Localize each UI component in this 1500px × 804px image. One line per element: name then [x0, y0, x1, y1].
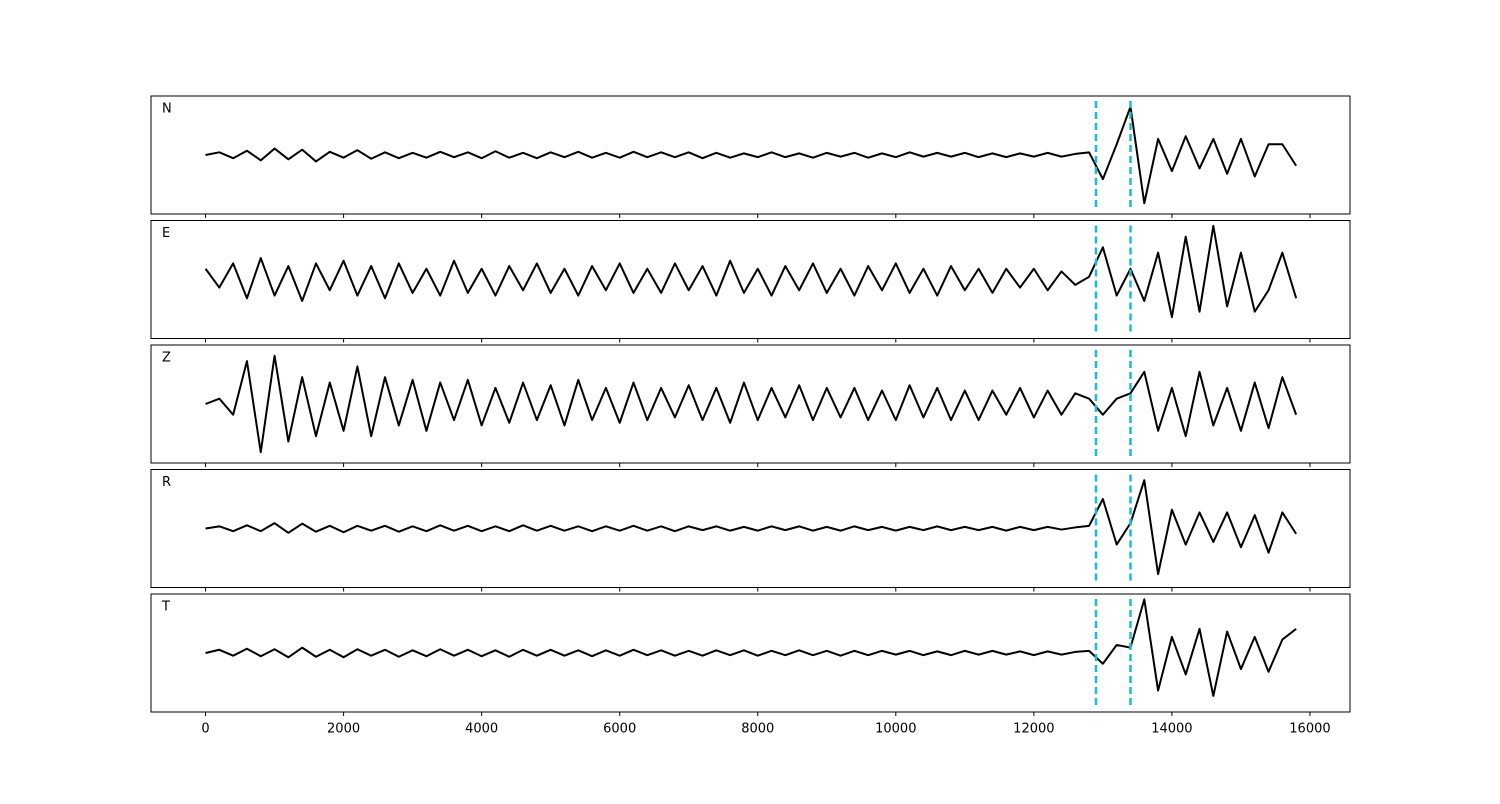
x-tick-label: 10000: [875, 722, 916, 737]
panel-label: E: [162, 226, 170, 241]
panel-frame: [150, 344, 1351, 464]
panel-frame: [150, 95, 1351, 215]
x-tick-label: 14000: [1151, 722, 1192, 737]
x-tick-label: 4000: [465, 722, 498, 737]
panel-frame: [150, 593, 1351, 713]
trace: [205, 354, 1298, 454]
trace: [204, 224, 1298, 319]
trace: [205, 479, 1298, 576]
panel-label: N: [162, 102, 172, 117]
panel-label: T: [161, 600, 170, 615]
trace: [205, 598, 1297, 697]
x-tick-label: 0: [201, 722, 209, 737]
panel-label: Z: [162, 351, 171, 366]
panel-frame: [150, 469, 1351, 588]
panel-label: R: [162, 475, 171, 490]
x-tick-label: 8000: [741, 722, 774, 737]
x-tick-label: 2000: [327, 722, 360, 737]
x-tick-label: 6000: [603, 722, 636, 737]
x-tick-label: 16000: [1289, 722, 1330, 737]
panel-frame: [150, 220, 1351, 339]
trace: [205, 105, 1298, 205]
x-tick-label: 12000: [1013, 722, 1054, 737]
